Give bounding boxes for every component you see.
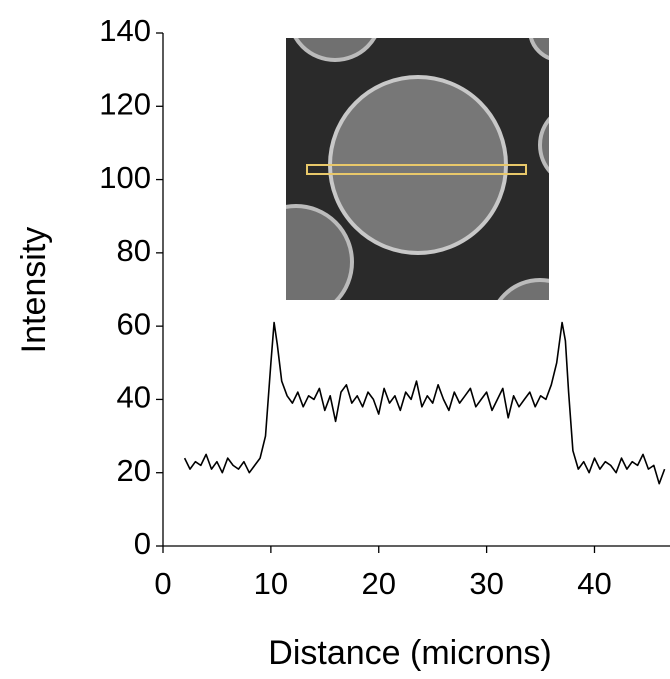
cell [293,38,377,62]
data-line [183,321,666,485]
y-tick-label: 140 [99,13,151,48]
y-tick-label: 80 [117,233,151,268]
x-tick-label: 0 [154,566,171,601]
y-tick-label: 120 [99,86,151,121]
x-tick-label: 10 [254,566,288,601]
inset-image [286,38,549,300]
cell [529,38,549,61]
cell [497,278,549,300]
y-axis-title: Intensity [15,227,53,354]
cell [286,204,354,300]
x-tick-label: 20 [362,566,396,601]
y-tick-label: 0 [134,526,151,561]
profile-selection [306,164,527,175]
cell [538,116,549,174]
x-tick-label: 30 [469,566,503,601]
y-tick-label: 60 [117,306,151,341]
y-tick-label: 100 [99,160,151,195]
x-tick-label: 40 [577,566,611,601]
x-axis-title: Distance (microns) [268,634,551,672]
y-tick-label: 40 [117,380,151,415]
y-tick-label: 20 [117,453,151,488]
